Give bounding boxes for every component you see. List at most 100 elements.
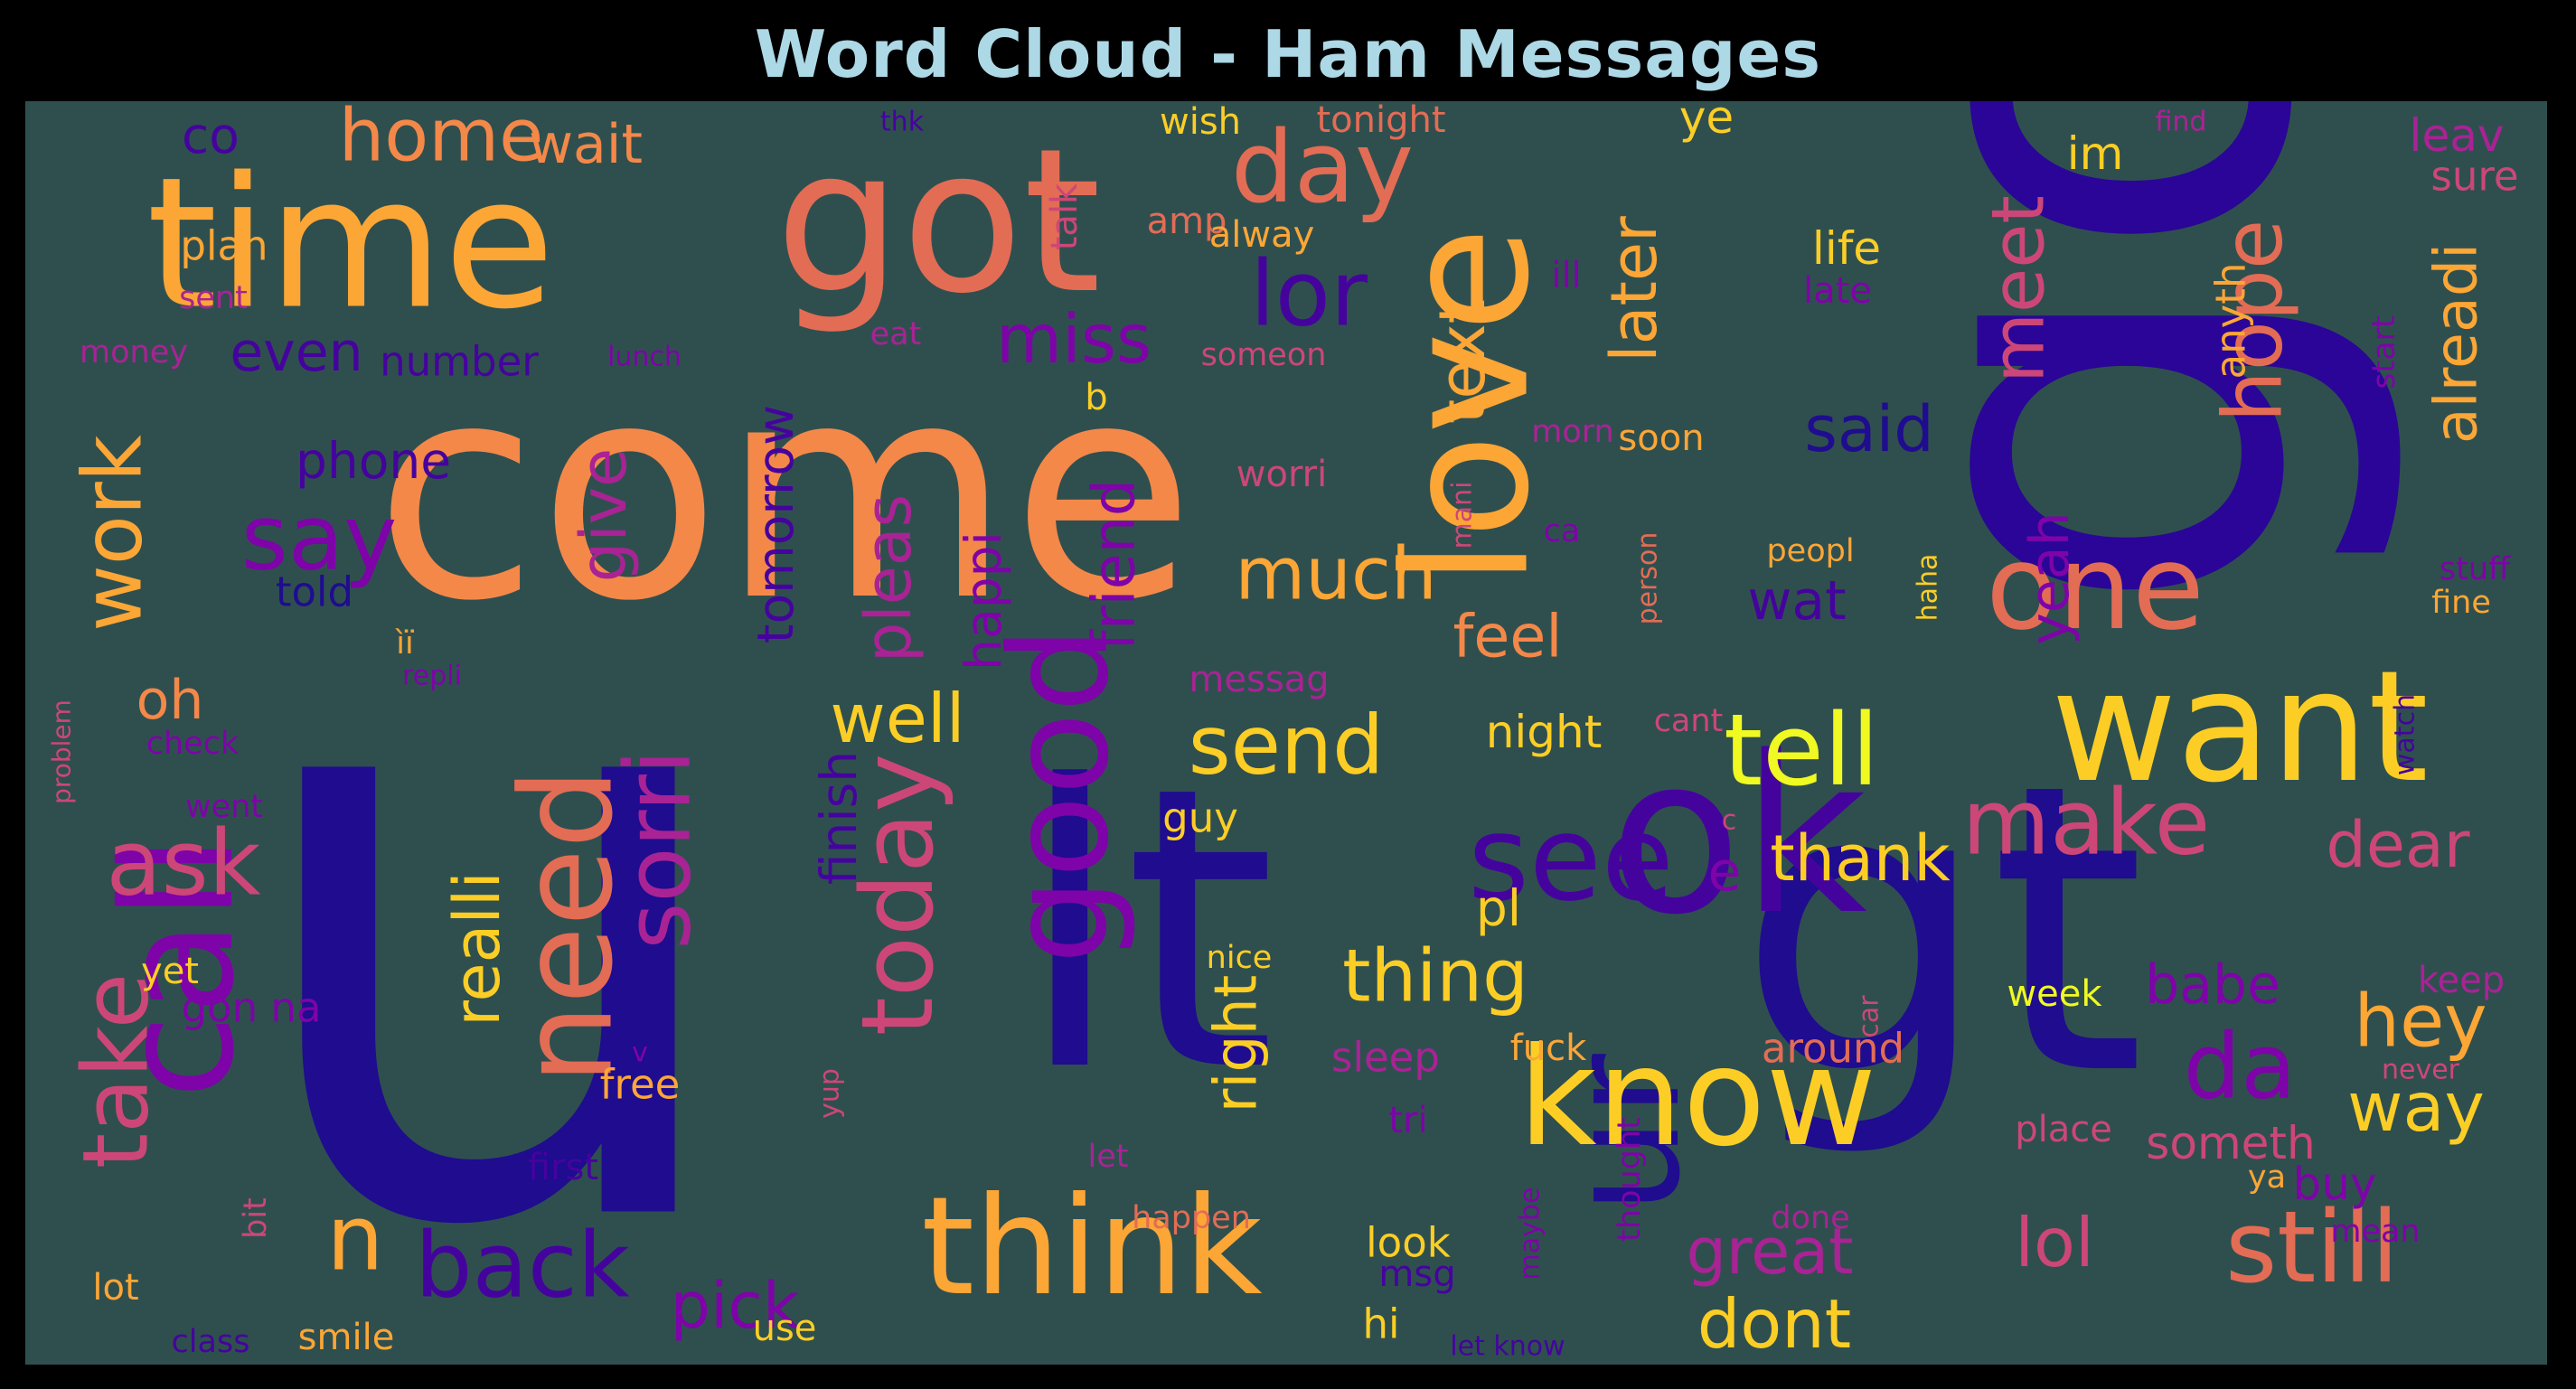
word-way: way [2347, 1067, 2485, 1147]
word-cloud-background [25, 101, 2547, 1365]
word-ye: ye [1679, 101, 1734, 144]
word-free: free [600, 1061, 681, 1109]
word-worri: worri [1236, 454, 1328, 495]
word-anyth: anyth [2207, 263, 2255, 380]
chart-title: Word Cloud - Ham Messages [754, 16, 1822, 92]
word-go: go [1765, 101, 2417, 620]
word-peopl: peopl [1766, 533, 1854, 569]
word-stuff: stuff [2440, 551, 2511, 587]
word-maybe: maybe [1515, 1187, 1547, 1281]
word-msg: msg [1378, 1253, 1455, 1295]
word-pleas: pleas [851, 494, 926, 662]
word-say: say [241, 485, 398, 591]
word-ill: ill [1551, 255, 1581, 296]
word-mani: mani [1447, 482, 1479, 549]
word-buy: buy [2292, 1158, 2376, 1210]
word-know: know [1518, 1019, 1876, 1177]
word-take: take [63, 973, 169, 1168]
word-ca: ca [1544, 513, 1581, 549]
word-look: look [1366, 1219, 1451, 1267]
word-ok: ok [1609, 709, 1867, 962]
word-bit: bit [238, 1197, 274, 1239]
word-use: use [753, 1308, 817, 1349]
word-still: still [2225, 1189, 2399, 1305]
word-cloud-canvas: u go come gt lt got time call love ok want ur know th… [25, 101, 2547, 1365]
word-yet: yet [141, 951, 199, 992]
word-guy: guy [1162, 794, 1238, 842]
word-sent: sent [179, 280, 248, 316]
word-mean: mean [2330, 1214, 2420, 1250]
word-friend: friend [1081, 479, 1149, 651]
word-much: much [1235, 532, 1436, 616]
word-told: told [276, 568, 353, 616]
word-check: check [146, 726, 240, 762]
word-haha: haha [1913, 554, 1944, 622]
word-back: back [415, 1213, 630, 1319]
word-morn: morn [1531, 414, 1613, 450]
word-alway: alway [1209, 214, 1315, 256]
word-repli: repli [402, 661, 462, 692]
word-start: start [2366, 315, 2402, 389]
word-e: e [1708, 840, 1742, 904]
word-gt: gt [1737, 699, 2146, 1162]
word-v: v [632, 1037, 648, 1069]
word-around: around [1762, 1025, 1904, 1073]
word-messag: messag [1189, 659, 1329, 700]
word-yup: yup [814, 1068, 846, 1119]
word-need: need [494, 768, 642, 1084]
word-later: later [1597, 216, 1671, 362]
word-send: send [1189, 699, 1384, 793]
word-sleep: sleep [1331, 1034, 1440, 1082]
word-lunch: lunch [607, 342, 682, 373]
word-thk: thk [880, 107, 925, 138]
word-see: see [1468, 790, 1674, 927]
word-sure: sure [2430, 153, 2518, 201]
word-wat: wat [1747, 569, 1846, 633]
word-got: got [776, 106, 1102, 337]
word-day: day [1231, 109, 1414, 225]
word-pl: pl [1476, 879, 1521, 937]
word-think: think [921, 1168, 1263, 1326]
word-text: text [1425, 299, 1500, 424]
word-yeah: yeah [2018, 511, 2082, 644]
word-one: one [1986, 519, 2205, 656]
word-find: find [2156, 107, 2207, 138]
word-b: b [1085, 377, 1107, 418]
word-problem: problem [47, 699, 77, 804]
word-thing: thing [1342, 934, 1528, 1018]
word-lor: lor [1250, 241, 1368, 347]
word-hope: hope [2206, 220, 2301, 423]
word-miss: miss [996, 299, 1152, 379]
word-thought: thought [1612, 1117, 1648, 1242]
word-right: right [1203, 975, 1271, 1113]
word-make: make [1962, 770, 2211, 876]
word-money: money [80, 334, 188, 371]
word-done: done [1771, 1200, 1849, 1236]
word-glyph: ìï [395, 625, 414, 662]
word-person: person [1632, 532, 1664, 625]
word-leav: leav [2410, 109, 2505, 162]
word-never: never [2382, 1055, 2460, 1086]
word-said: said [1804, 392, 1933, 466]
word-late: late [1803, 270, 1872, 312]
word-let-know: let know [1450, 1331, 1565, 1363]
word-work: work [66, 435, 161, 632]
word-c: c [1722, 805, 1737, 837]
word-oh: oh [136, 669, 204, 732]
word-eat: eat [870, 316, 922, 352]
word-fuck: fuck [1510, 1028, 1587, 1069]
word-happi: happi [954, 531, 1012, 671]
word-even: even [230, 321, 362, 384]
word-first: first [528, 1147, 598, 1188]
word-night: night [1486, 706, 1603, 758]
word-lt: lt [1016, 705, 1276, 1157]
word-went: went [185, 789, 263, 825]
word-babe: babe [2145, 953, 2280, 1017]
word-give: give [567, 448, 641, 582]
word-car: car [1854, 995, 1885, 1038]
word-class: class [172, 1324, 250, 1360]
word-want: want [2051, 638, 2429, 817]
word-soon: soon [1618, 418, 1704, 459]
word-dont: dont [1697, 1284, 1851, 1364]
word-today: today [840, 754, 955, 1037]
